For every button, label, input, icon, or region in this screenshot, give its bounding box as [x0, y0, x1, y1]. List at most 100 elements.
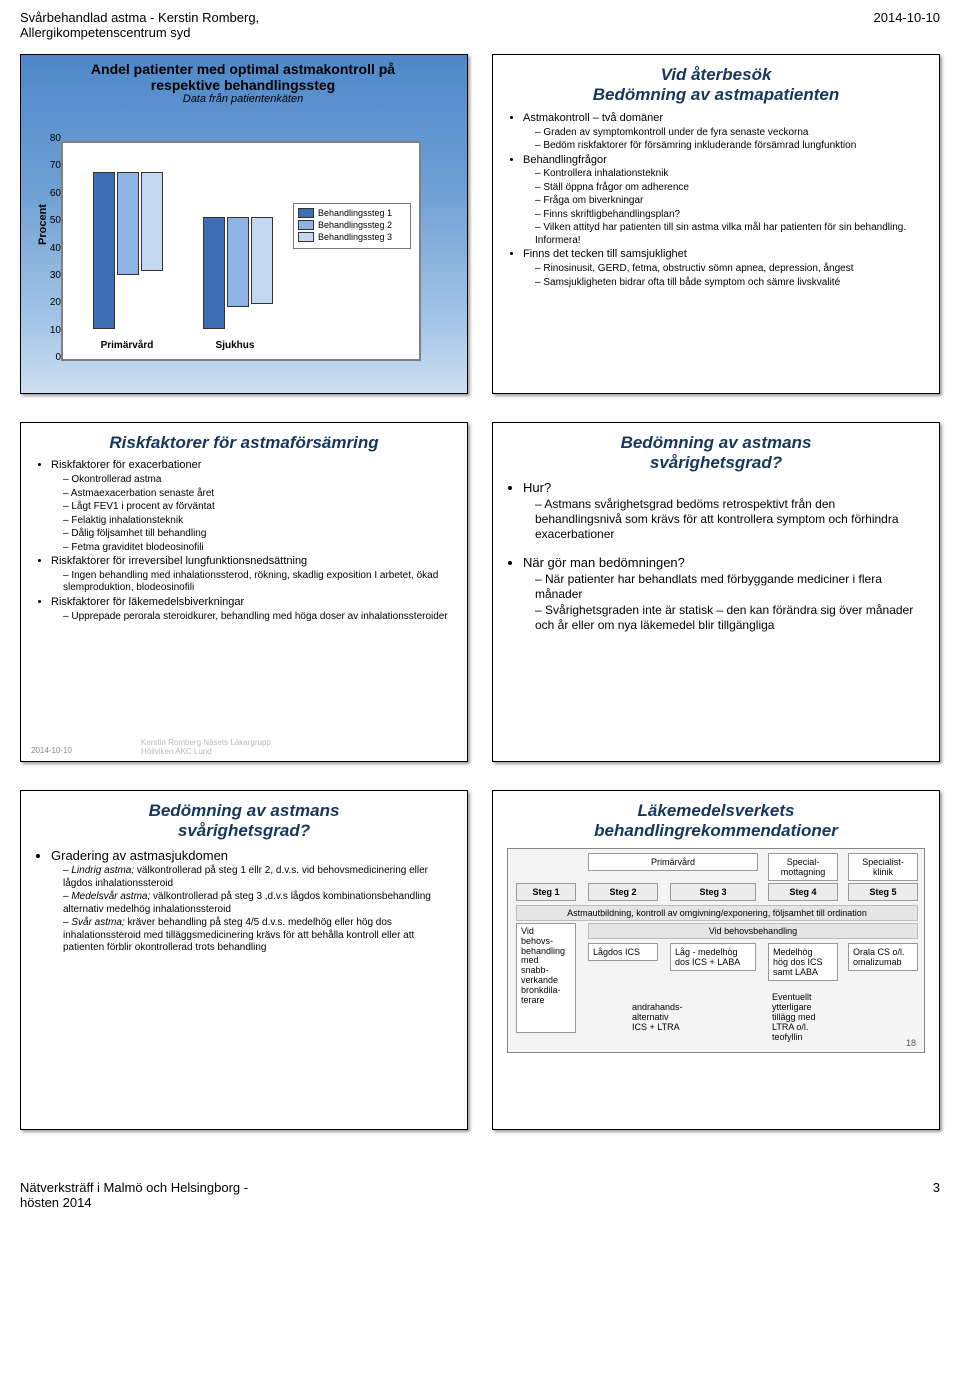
slide-5: Bedömning av astmans svårighetsgrad? Gra…: [20, 790, 468, 1130]
t-top-3: Specialist-klinik: [848, 853, 918, 881]
y-tick: 50: [45, 215, 61, 226]
t-c5: Orala CS o/l.omalizumab: [848, 943, 918, 971]
t-step-3: Steg 3: [670, 883, 756, 901]
header-left: Svårbehandlad astma - Kerstin Romberg, A…: [20, 10, 259, 40]
s3-b1d: Felaktig inhalationsteknik: [63, 515, 453, 528]
s4-b2a: När patienter har behandlats med förbygg…: [535, 572, 925, 602]
slide-2-title: Vid återbesök Bedömning av astmapatiente…: [507, 65, 925, 106]
legend-row: Behandlingssteg 2: [298, 220, 406, 230]
header-left-l1: Svårbehandlad astma - Kerstin Romberg,: [20, 10, 259, 25]
slide-6-title: Läkemedelsverkets behandlingrekommendati…: [507, 801, 925, 842]
t-c4: Medelhöghög dos ICSsamt LABA: [768, 943, 838, 981]
y-tick: 20: [45, 297, 61, 308]
s3-b1b: Astmaexacerbation senaste året: [63, 488, 453, 501]
slide-4-title: Bedömning av astmans svårighetsgrad?: [507, 433, 925, 474]
y-tick: 0: [45, 352, 61, 363]
s2-b3a: Rinosinusit, GERD, fetma, obstructiv söm…: [535, 263, 925, 276]
s3-b2a: Ingen behandling med inhalationssterod, …: [63, 570, 453, 595]
t-top-1: Primärvård: [588, 853, 758, 871]
bar: [141, 172, 163, 271]
header-left-l2: Allergikompetenscentrum syd: [20, 25, 191, 40]
y-tick: 60: [45, 188, 61, 199]
legend-label: Behandlingssteg 3: [318, 232, 392, 242]
t-right-extra: Eventuellt ytterligare tillägg med LTRA …: [768, 989, 848, 1045]
y-axis-ticks: 80 70 60 50 40 30 20 10 0: [45, 133, 61, 363]
chart-title: Andel patienter med optimal astmakontrol…: [53, 61, 433, 105]
s5-b1b: Medelsvår astma; välkontrollerad på steg…: [63, 891, 453, 916]
slide-3-title: Riskfaktorer för astmaförsämring: [35, 433, 453, 453]
s2-b1b: Bedöm riskfaktorer för försämring inklud…: [535, 140, 925, 153]
plot-area: [73, 153, 289, 329]
legend-label: Behandlingssteg 2: [318, 220, 392, 230]
bar: [117, 172, 139, 276]
legend-label: Behandlingssteg 1: [318, 208, 392, 218]
t-alt: andrahands- alternativ ICS + LTRA: [628, 999, 714, 1035]
s3-b2: Riskfaktorer för irreversibel lungfunkti…: [51, 555, 453, 569]
page-header: Svårbehandlad astma - Kerstin Romberg, A…: [0, 0, 960, 44]
t-step-2: Steg 2: [588, 883, 658, 901]
t-c3: Låg - medelhögdos ICS + LABA: [670, 943, 756, 971]
legend-swatch: [298, 208, 314, 218]
t-band2: Vid behovsbehandling: [588, 923, 918, 939]
s2-b1a: Graden av symptomkontroll under de fyra …: [535, 127, 925, 140]
s5-b1c: Svår astma; kräver behandling på steg 4/…: [63, 917, 453, 955]
s3-b1f: Fetma graviditet blodeosinofili: [63, 542, 453, 555]
chart-subtitle: Data från patientenkäten: [53, 93, 433, 105]
slides-grid: Andel patienter med optimal astmakontrol…: [0, 44, 960, 1140]
legend: Behandlingssteg 1 Behandlingssteg 2 Behand…: [293, 203, 411, 249]
footer-left-l2: hösten 2014: [20, 1195, 92, 1210]
y-tick: 80: [45, 133, 61, 144]
y-tick: 40: [45, 243, 61, 254]
y-tick: 10: [45, 325, 61, 336]
legend-row: Behandlingssteg 3: [298, 232, 406, 242]
legend-swatch: [298, 220, 314, 230]
legend-row: Behandlingssteg 1: [298, 208, 406, 218]
page-footer: Nätverksträff i Malmö och Helsingborg - …: [0, 1140, 960, 1220]
slide-2: Vid återbesök Bedömning av astmapatiente…: [492, 54, 940, 394]
s3-b3a: Upprepade perorala steroidkurer, behandl…: [63, 611, 453, 624]
t-step-1: Steg 1: [516, 883, 576, 901]
x-label: Sjukhus: [181, 340, 289, 351]
s2-b2c: Fråga om biverkningar: [535, 195, 925, 208]
bar: [251, 217, 273, 305]
t-top-2: Special-mottagning: [768, 853, 838, 881]
s4-b2b: Svårighetsgraden inte är statisk – den k…: [535, 603, 925, 633]
footer-right: 3: [933, 1180, 940, 1210]
t-left-block: Vid behovs- behandling med snabb- verkan…: [516, 923, 576, 1033]
s4-b1a: Astmans svårighetsgrad bedöms retrospekt…: [535, 497, 925, 542]
s3-b1: Riskfaktorer för exacerbationer: [51, 459, 453, 473]
y-tick: 30: [45, 270, 61, 281]
s3-b1c: Lågt FEV1 i procent av förväntat: [63, 501, 453, 514]
s4-b2: När gör man bedömningen?: [523, 555, 925, 571]
s2-b3b: Samsjukligheten bidrar ofta till både sy…: [535, 277, 925, 290]
s3-b1e: Dålig följsamhet till behandling: [63, 528, 453, 541]
s3-b3: Riskfaktorer för läkemedelsbiverkningar: [51, 596, 453, 610]
s4-b1: Hur?: [523, 480, 925, 496]
chart-frame: Behandlingssteg 1 Behandlingssteg 2 Behand…: [61, 141, 421, 361]
chart-title-l2: respektive behandlingssteg: [151, 77, 335, 93]
t-band1: Astmautbildning, kontroll av omgivning/e…: [516, 905, 918, 921]
slide-1: Andel patienter med optimal astmakontrol…: [20, 54, 468, 394]
bar: [203, 217, 225, 330]
t-step-5: Steg 5: [848, 883, 918, 901]
treatment-table: Primärvård Special-mottagning Specialist…: [507, 848, 925, 1053]
x-labels: PrimärvårdSjukhus: [73, 340, 289, 351]
s2-b1: Astmakontroll – två domäner: [523, 112, 925, 126]
s2-b2b: Ställ öppna frågor om adherence: [535, 182, 925, 195]
t-c2: Lågdos ICS: [588, 943, 658, 961]
slide-3: Riskfaktorer för astmaförsämring Riskfak…: [20, 422, 468, 762]
s2-b2: Behandlingfrågor: [523, 154, 925, 168]
s2-b2d: Finns skriftligbehandlingsplan?: [535, 209, 925, 222]
s5-b1a: Lindrig astma; välkontrollerad på steg 1…: [63, 865, 453, 890]
chart-title-l1: Andel patienter med optimal astmakontrol…: [91, 61, 395, 77]
bar: [93, 172, 115, 330]
s3-credits: Kerstin Romberg Näsets Läkargrupp Höllvi…: [141, 739, 271, 757]
s3-b1a: Okontrollerad astma: [63, 474, 453, 487]
s3-date: 2014-10-10: [31, 746, 72, 755]
x-label: Primärvård: [73, 340, 181, 351]
slide-6: Läkemedelsverkets behandlingrekommendati…: [492, 790, 940, 1130]
header-right: 2014-10-10: [874, 10, 941, 40]
s2-b2a: Kontrollera inhalationsteknik: [535, 168, 925, 181]
s5-b1: Gradering av astmasjukdomen: [51, 848, 453, 864]
y-tick: 70: [45, 160, 61, 171]
